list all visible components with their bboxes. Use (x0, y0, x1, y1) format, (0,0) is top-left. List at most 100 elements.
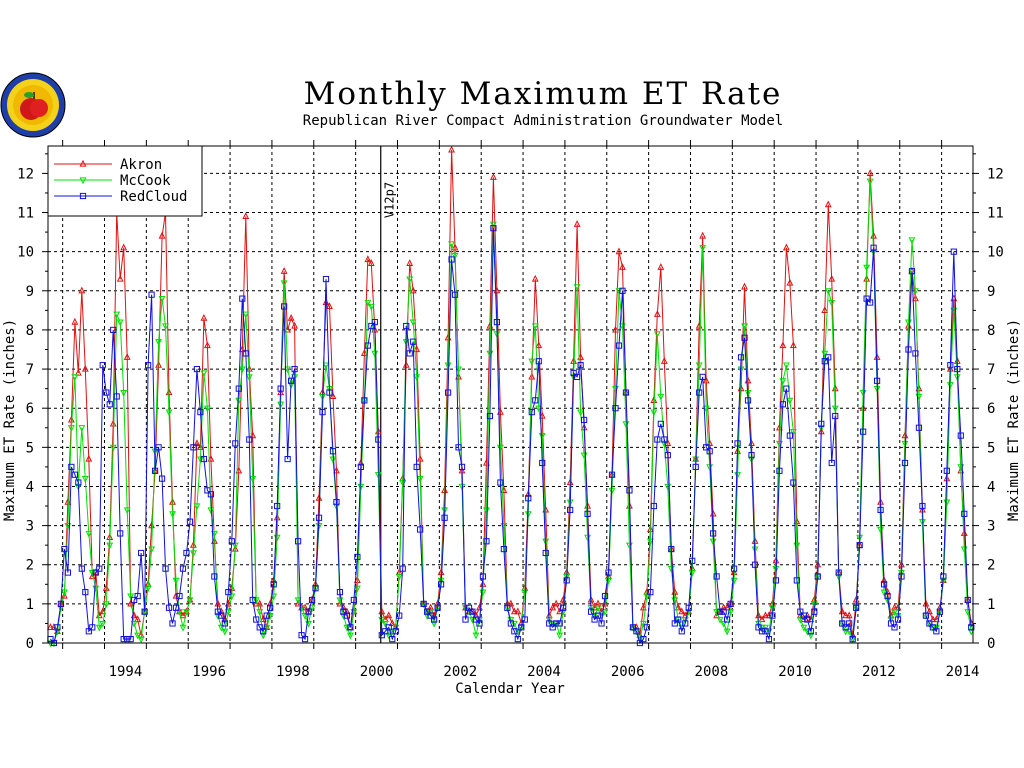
data-point (779, 378, 787, 386)
data-point (744, 397, 752, 404)
data-point (612, 325, 619, 333)
data-point (720, 608, 727, 615)
data-point (717, 608, 724, 615)
data-point (633, 628, 640, 635)
data-point (661, 436, 668, 443)
data-point (71, 471, 78, 478)
data-point (74, 368, 82, 376)
data-point (517, 624, 525, 632)
data-point (148, 546, 156, 554)
data-point (340, 608, 347, 615)
data-point (894, 616, 902, 623)
data-point (472, 632, 480, 640)
data-point (409, 286, 417, 294)
data-point (61, 545, 68, 553)
data-point (378, 632, 385, 639)
y-tick-label-right: 12 (987, 166, 1004, 182)
data-point (165, 604, 173, 611)
data-point (193, 503, 201, 511)
data-point (734, 440, 741, 447)
data-point (825, 354, 832, 361)
data-point (120, 389, 128, 397)
data-point (385, 632, 393, 640)
data-point (961, 510, 968, 517)
data-point (434, 604, 441, 611)
data-point (200, 455, 208, 463)
data-point (870, 231, 878, 239)
data-point (368, 322, 375, 330)
data-point (518, 624, 525, 631)
data-point (866, 178, 874, 186)
data-point (385, 624, 392, 631)
y-tick-label-left: 0 (26, 636, 34, 652)
data-point (828, 459, 835, 467)
data-point (905, 346, 912, 353)
data-point (647, 589, 654, 596)
data-point (946, 382, 954, 389)
data-point (64, 569, 71, 576)
data-point (68, 463, 75, 470)
data-point (779, 401, 787, 408)
data-point (176, 592, 183, 600)
data-point (727, 609, 734, 616)
data-point (845, 628, 853, 636)
data-point (288, 377, 295, 384)
data-point (60, 589, 68, 597)
data-point (347, 624, 354, 631)
data-point (381, 620, 389, 628)
data-point (472, 616, 480, 623)
data-point (496, 444, 504, 452)
data-point (563, 577, 570, 584)
data-point (186, 597, 194, 605)
data-point (106, 401, 113, 408)
data-point (448, 256, 455, 263)
data-point (660, 357, 668, 364)
data-point (315, 493, 323, 501)
y-tick-label-right: 6 (987, 401, 995, 417)
data-point (367, 303, 375, 311)
data-point (689, 557, 696, 564)
data-point (758, 628, 766, 635)
data-point (549, 603, 557, 611)
data-point (312, 585, 319, 592)
data-point (113, 393, 120, 400)
data-point (169, 620, 176, 627)
data-point (751, 546, 759, 554)
data-point (238, 366, 246, 374)
data-point (556, 632, 564, 640)
data-point (298, 632, 305, 639)
data-point (880, 589, 888, 597)
data-point (824, 200, 832, 208)
data-point (109, 419, 117, 427)
data-point (420, 600, 427, 607)
data-point (877, 506, 884, 514)
data-point (804, 616, 811, 623)
data-point (710, 530, 717, 537)
data-point (741, 323, 748, 331)
data-point (528, 358, 536, 366)
data-point (807, 628, 814, 635)
legend-box (47, 145, 203, 217)
data-point (221, 628, 229, 636)
data-point (134, 632, 142, 640)
data-point (947, 362, 954, 369)
data-point (151, 467, 159, 474)
data-point (284, 455, 291, 463)
data-point (615, 342, 623, 349)
data-point (556, 620, 563, 627)
data-point (932, 615, 940, 623)
data-point (392, 628, 399, 635)
data-point (469, 608, 476, 615)
data-point (242, 311, 250, 319)
plot-frame (47, 145, 974, 644)
data-point (490, 221, 497, 229)
data-point (699, 373, 706, 380)
data-point (594, 605, 602, 612)
data-point (716, 616, 724, 624)
data-point (657, 420, 664, 427)
data-point (274, 502, 281, 510)
data-point (640, 635, 647, 643)
data-point (413, 463, 420, 470)
data-point (727, 600, 734, 607)
data-point (933, 628, 940, 635)
